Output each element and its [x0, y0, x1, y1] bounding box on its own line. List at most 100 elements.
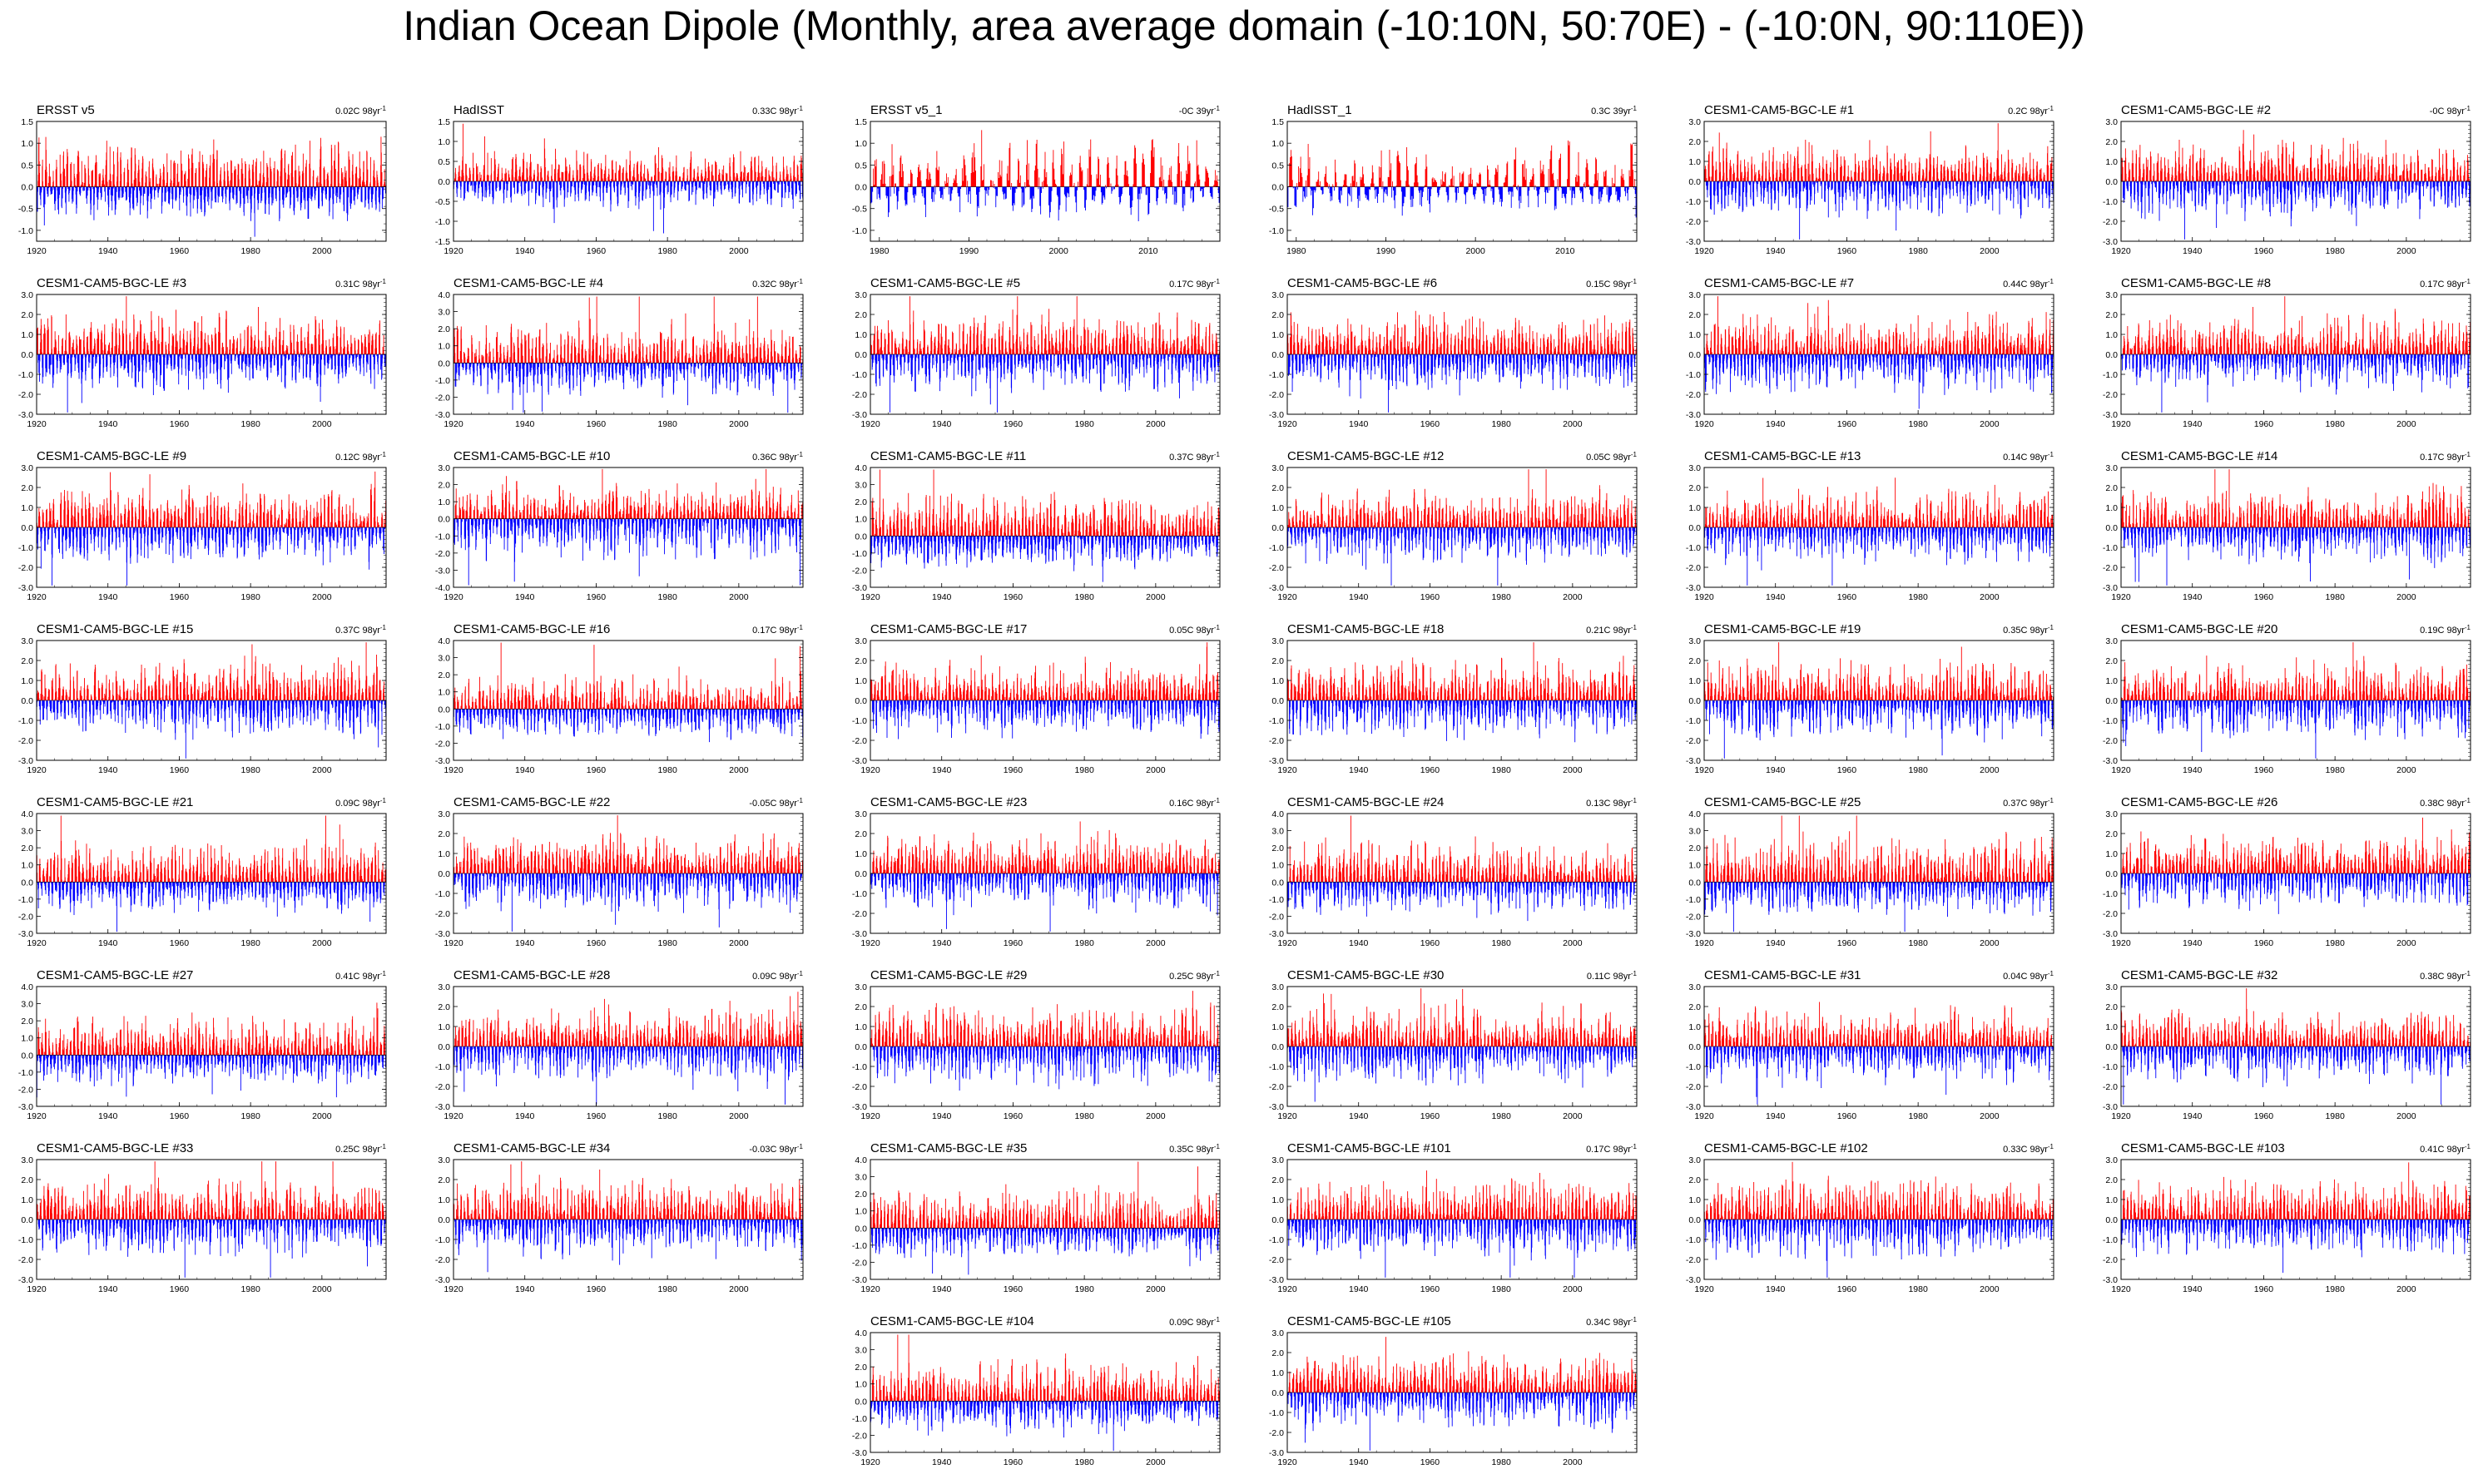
- x-tick-label: 1940: [1349, 1284, 1369, 1294]
- x-tick-label: 1960: [170, 1111, 190, 1121]
- y-tick-label: 2.0: [855, 1190, 867, 1200]
- y-tick-label: 3.0: [438, 982, 450, 992]
- y-tick-label: 2.0: [21, 483, 33, 493]
- y-tick-label: -4.0: [435, 583, 450, 593]
- y-tick-label: -2.0: [2103, 217, 2118, 227]
- x-tick-label: 1960: [1837, 419, 1857, 429]
- positive-bars: [870, 991, 1219, 1046]
- x-tick-label: 1960: [170, 246, 190, 256]
- y-tick-label: -1.0: [2103, 1062, 2118, 1072]
- plot-frame: [870, 121, 1221, 242]
- x-tick-label: 1920: [1277, 1111, 1297, 1121]
- panel-trend: 0.36C 98yr-1: [752, 451, 803, 463]
- negative-bars: [870, 1228, 1220, 1275]
- x-tick-label: 1940: [515, 592, 535, 602]
- y-tick-label: 4.0: [1271, 809, 1284, 819]
- x-tick-label: 1980: [870, 246, 890, 256]
- x-tick-label: 1980: [2325, 938, 2345, 948]
- y-tick-label: 3.0: [1688, 117, 1701, 127]
- positive-bars: [454, 468, 804, 519]
- y-tick-label: 0.0: [1271, 1042, 1284, 1052]
- panel-trend: 0.13C 98yr-1: [1586, 797, 1637, 809]
- negative-bars: [1703, 882, 2052, 932]
- y-tick-label: 2.0: [1271, 1002, 1284, 1012]
- y-tick-label: -2.0: [1686, 1082, 1701, 1092]
- x-tick-label: 1940: [2183, 938, 2203, 948]
- x-tick-label: 1980: [240, 765, 260, 775]
- y-tick-label: 0.0: [1688, 523, 1701, 533]
- x-tick-label: 1940: [2183, 1111, 2203, 1121]
- negative-bars: [453, 1219, 803, 1273]
- y-tick-label: -3.0: [18, 929, 33, 939]
- panel-10: CESM1-CAM5-BGC-LE #6 0.15C 98yr-1 3.0 2.0 1.…: [1269, 276, 1638, 429]
- y-tick-label: 3.0: [2105, 809, 2118, 819]
- y-tick-label: 3.0: [21, 1000, 33, 1010]
- y-tick-label: -3.0: [1686, 756, 1701, 766]
- y-tick-label: -3.0: [2103, 583, 2118, 593]
- y-tick-label: -1.0: [1269, 716, 1284, 726]
- panel-5: CESM1-CAM5-BGC-LE #1 0.2C 98yr-1 3.0 2.0 1.0…: [1686, 103, 2054, 256]
- negative-bars: [1705, 700, 2054, 759]
- y-tick-label: 0.0: [1271, 1215, 1284, 1225]
- y-tick-label: -1.0: [18, 226, 33, 236]
- y-tick-label: -3.0: [18, 756, 33, 766]
- y-tick-label: 2.0: [855, 1363, 867, 1373]
- x-tick-label: 2000: [729, 938, 749, 948]
- y-tick-label: -3.0: [1686, 929, 1701, 939]
- x-tick-label: 2000: [2396, 246, 2416, 256]
- y-tick-label: -2.0: [18, 1255, 33, 1265]
- y-tick-label: -1.0: [2103, 1235, 2118, 1245]
- positive-bars: [37, 136, 386, 187]
- x-tick-label: 1960: [587, 246, 607, 256]
- x-tick-label: 1960: [1420, 1111, 1440, 1121]
- x-tick-label: 1920: [860, 592, 880, 602]
- y-tick-label: 3.0: [855, 809, 867, 819]
- positive-bars: [870, 1161, 1221, 1229]
- y-tick-label: 0.0: [855, 1224, 867, 1234]
- positive-bars: [1703, 123, 2054, 181]
- negative-bars: [872, 700, 1221, 740]
- x-tick-label: 2000: [312, 938, 332, 948]
- x-tick-label: 1940: [515, 938, 535, 948]
- x-tick-label: 2000: [1146, 419, 1166, 429]
- panel-26: CESM1-CAM5-BGC-LE #22 -0.05C 98yr-1 3.0 2.0…: [435, 795, 804, 948]
- x-tick-label: 2000: [312, 1284, 332, 1294]
- x-tick-label: 1980: [1491, 1284, 1511, 1294]
- y-tick-label: -2.0: [1269, 563, 1284, 573]
- x-tick-label: 1960: [2254, 1284, 2274, 1294]
- y-tick-label: -2.0: [1686, 217, 1701, 227]
- y-tick-label: -3.0: [852, 583, 867, 593]
- panel-40: CESM1-CAM5-BGC-LE #101 0.17C 98yr-1 3.0 2.0…: [1269, 1141, 1638, 1294]
- x-tick-label: 2000: [1563, 419, 1583, 429]
- y-tick-label: 2.0: [438, 829, 450, 839]
- x-tick-label: 1940: [2183, 1284, 2203, 1294]
- panel-24: CESM1-CAM5-BGC-LE #20 0.19C 98yr-1 3.0 2.0 1…: [2103, 622, 2471, 775]
- panel-39: CESM1-CAM5-BGC-LE #35 0.35C 98yr-1 4.0 3.0 2…: [852, 1141, 1221, 1294]
- y-tick-label: -3.0: [1269, 583, 1284, 593]
- y-tick-label: 0.0: [21, 183, 33, 193]
- panel-30: CESM1-CAM5-BGC-LE #26 0.38C 98yr-1 3.0 2.0 1…: [2103, 795, 2471, 948]
- x-tick-label: 1960: [1004, 765, 1023, 775]
- panel-title: CESM1-CAM5-BGC-LE #10: [453, 449, 610, 463]
- negative-bars: [36, 1055, 387, 1098]
- y-tick-label: 2.0: [855, 310, 867, 320]
- panel-17: CESM1-CAM5-BGC-LE #13 0.14C 98yr-1 3.0 2.0 1…: [1686, 449, 2054, 602]
- y-tick-label: -0.5: [852, 205, 867, 215]
- y-tick-label: -1.0: [852, 889, 867, 899]
- y-tick-label: -2.0: [1269, 1082, 1284, 1092]
- y-tick-label: 3.0: [2105, 463, 2118, 473]
- y-tick-label: 4.0: [21, 982, 33, 992]
- x-tick-label: 1920: [860, 419, 880, 429]
- y-tick-label: -3.0: [435, 756, 450, 766]
- x-tick-label: 1920: [444, 1111, 463, 1121]
- x-tick-label: 1920: [2111, 246, 2131, 256]
- y-tick-label: 1.0: [21, 1034, 33, 1044]
- y-tick-label: 4.0: [21, 809, 33, 819]
- y-tick-label: 0.0: [21, 1215, 33, 1225]
- x-tick-label: 2010: [1138, 246, 1158, 256]
- y-tick-label: 2.0: [1688, 843, 1701, 853]
- y-tick-label: -2.0: [1686, 912, 1701, 922]
- x-tick-label: 2000: [2396, 938, 2416, 948]
- x-tick-label: 1960: [1837, 938, 1857, 948]
- y-tick-label: 2.0: [21, 310, 33, 320]
